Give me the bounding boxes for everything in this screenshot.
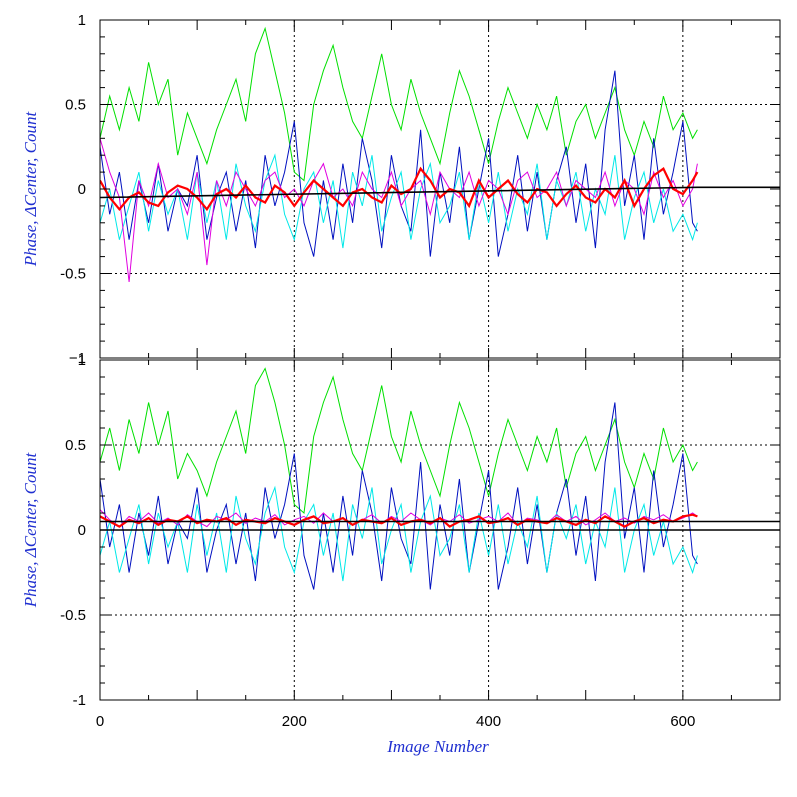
top-panel: 1 0.5 0 -0.5 −1 <box>60 12 781 367</box>
bottom-y-tick-label-1: 0.5 <box>65 437 86 454</box>
bottom-series-line-2 <box>100 485 698 582</box>
x-axis-title: Image Number <box>386 737 489 756</box>
bottom-x-tick-label-2: 400 <box>476 713 501 730</box>
top-plot-frame <box>99 19 781 359</box>
top-series-line-4 <box>100 166 699 212</box>
top-y-tick-label-2: 0 <box>78 181 86 198</box>
bottom-y-tick-label-0: 1 <box>78 352 86 369</box>
bottom-x-tick-label-3: 600 <box>670 713 695 730</box>
bottom-y-axis-title: Phase, ΔCenter, Count <box>21 451 40 608</box>
bottom-series-group <box>100 367 780 590</box>
top-y-axis-title: Phase, ΔCenter, Count <box>21 110 40 267</box>
bottom-y-tick-label-4: -1 <box>73 692 86 709</box>
top-series-group <box>100 26 780 282</box>
top-y-tick-label-4: −1 <box>69 350 86 367</box>
top-series-line-3 <box>100 138 698 282</box>
top-y-tick-label-3: -0.5 <box>60 266 86 283</box>
top-series-line-0 <box>100 26 698 182</box>
top-y-tick-label-1: 0.5 <box>65 97 86 114</box>
bottom-y-tick-label-2: 0 <box>78 522 86 539</box>
bottom-y-tick-label-3: -0.5 <box>60 607 86 624</box>
top-series-line-5 <box>100 186 780 199</box>
bottom-series-line-0 <box>100 367 698 514</box>
top-series-line-2 <box>100 153 698 249</box>
bottom-panel: 1 0.5 0 -0.5 -1 0 200 400 600 <box>60 352 781 730</box>
bottom-series-line-1 <box>100 402 698 590</box>
top-series-line-1 <box>100 70 698 257</box>
bottom-x-tick-label-1: 200 <box>282 713 307 730</box>
top-y-tick-label-0: 1 <box>78 12 86 29</box>
bottom-x-tick-label-0: 0 <box>96 713 104 730</box>
